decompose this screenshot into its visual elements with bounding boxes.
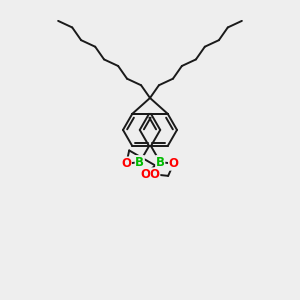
Text: O: O [140,168,150,181]
Text: O: O [150,168,160,181]
Text: B: B [156,156,165,169]
Text: O: O [122,157,131,170]
Text: B: B [135,156,144,169]
Text: O: O [169,157,178,170]
